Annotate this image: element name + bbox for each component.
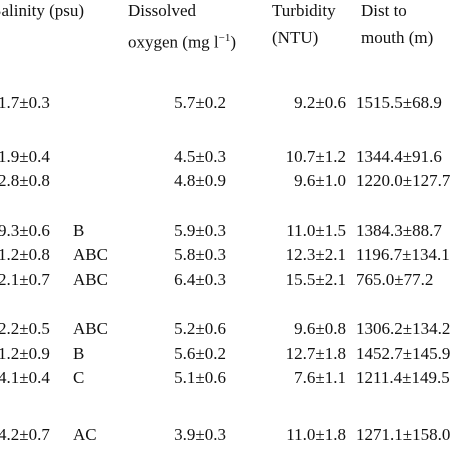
cell-salinity: 9.3±0.6: [0, 221, 50, 240]
cell-oxygen: 6.4±0.3: [174, 270, 226, 289]
cell-salinity: 2.1±0.7: [0, 270, 50, 289]
cell-oxygen: 5.8±0.3: [174, 245, 226, 264]
cell-turbidity: 9.2±0.6: [294, 93, 346, 112]
header-sup: −1: [218, 32, 231, 44]
cell-letter: ABC: [73, 245, 108, 264]
cell-oxygen: 5.2±0.6: [174, 319, 226, 338]
header-dist: Dist to: [361, 1, 407, 20]
cell-letter: B: [73, 221, 85, 240]
header-text: ): [230, 32, 237, 52]
cell-salinity: 4.1±0.4: [0, 368, 50, 387]
cell-oxygen: 3.9±0.3: [174, 425, 226, 444]
cell-oxygen: 5.9±0.3: [174, 221, 226, 240]
header-salinity: Salinity (psu): [0, 1, 85, 20]
cell-salinity: 2.2±0.5: [0, 319, 50, 338]
header-oxygen: Dissolved: [128, 1, 196, 20]
cell-turbidity: 9.6±0.8: [294, 319, 346, 338]
cell-dist: 1344.4±91.6: [356, 147, 442, 166]
cell-salinity: 1.2±0.8: [0, 245, 50, 264]
header-turbidity-unit: (NTU): [272, 28, 319, 47]
cell-dist: 1384.3±88.7: [356, 221, 442, 240]
cell-dist: 765.0±77.2: [356, 270, 434, 289]
cell-oxygen: 5.1±0.6: [174, 368, 226, 387]
cell-turbidity: 11.0±1.8: [286, 425, 346, 444]
header-oxygen-unit: oxygen (mg l−1): [128, 28, 236, 53]
header-turbidity: Turbidity: [272, 1, 336, 20]
cell-turbidity: 10.7±1.2: [285, 147, 346, 166]
cell-dist: 1220.0±127.7: [356, 171, 451, 190]
header-dist-unit: mouth (m): [361, 28, 434, 47]
cell-oxygen: 4.5±0.3: [174, 147, 226, 166]
cell-dist: 1271.1±158.0: [356, 425, 451, 444]
cell-letter: B: [73, 344, 85, 363]
cell-oxygen: 5.7±0.2: [174, 93, 226, 112]
cell-salinity: 1.9±0.4: [0, 147, 50, 166]
cell-salinity: 4.2±0.7: [0, 425, 50, 444]
cell-turbidity: 7.6±1.1: [294, 368, 346, 387]
cell-turbidity: 15.5±2.1: [285, 270, 346, 289]
cell-salinity: 1.7±0.3: [0, 93, 50, 112]
cell-letter: ABC: [73, 270, 108, 289]
cell-turbidity: 9.6±1.0: [294, 171, 346, 190]
cell-dist: 1196.7±134.1: [356, 245, 450, 264]
cell-letter: ABC: [73, 319, 108, 338]
cell-dist: 1515.5±68.9: [356, 93, 442, 112]
cell-oxygen: 4.8±0.9: [174, 171, 226, 190]
cell-salinity: 1.2±0.9: [0, 344, 50, 363]
header-text: oxygen (mg l: [128, 32, 219, 52]
cell-letter: AC: [73, 425, 97, 444]
cell-dist: 1306.2±134.2: [356, 319, 451, 338]
cell-dist: 1211.4±149.5: [356, 368, 450, 387]
cell-oxygen: 5.6±0.2: [174, 344, 226, 363]
cell-turbidity: 12.3±2.1: [285, 245, 346, 264]
cell-turbidity: 11.0±1.5: [286, 221, 346, 240]
cell-turbidity: 12.7±1.8: [285, 344, 346, 363]
cell-dist: 1452.7±145.9: [356, 344, 451, 363]
cell-salinity: 2.8±0.8: [0, 171, 50, 190]
cell-letter: C: [73, 368, 85, 387]
